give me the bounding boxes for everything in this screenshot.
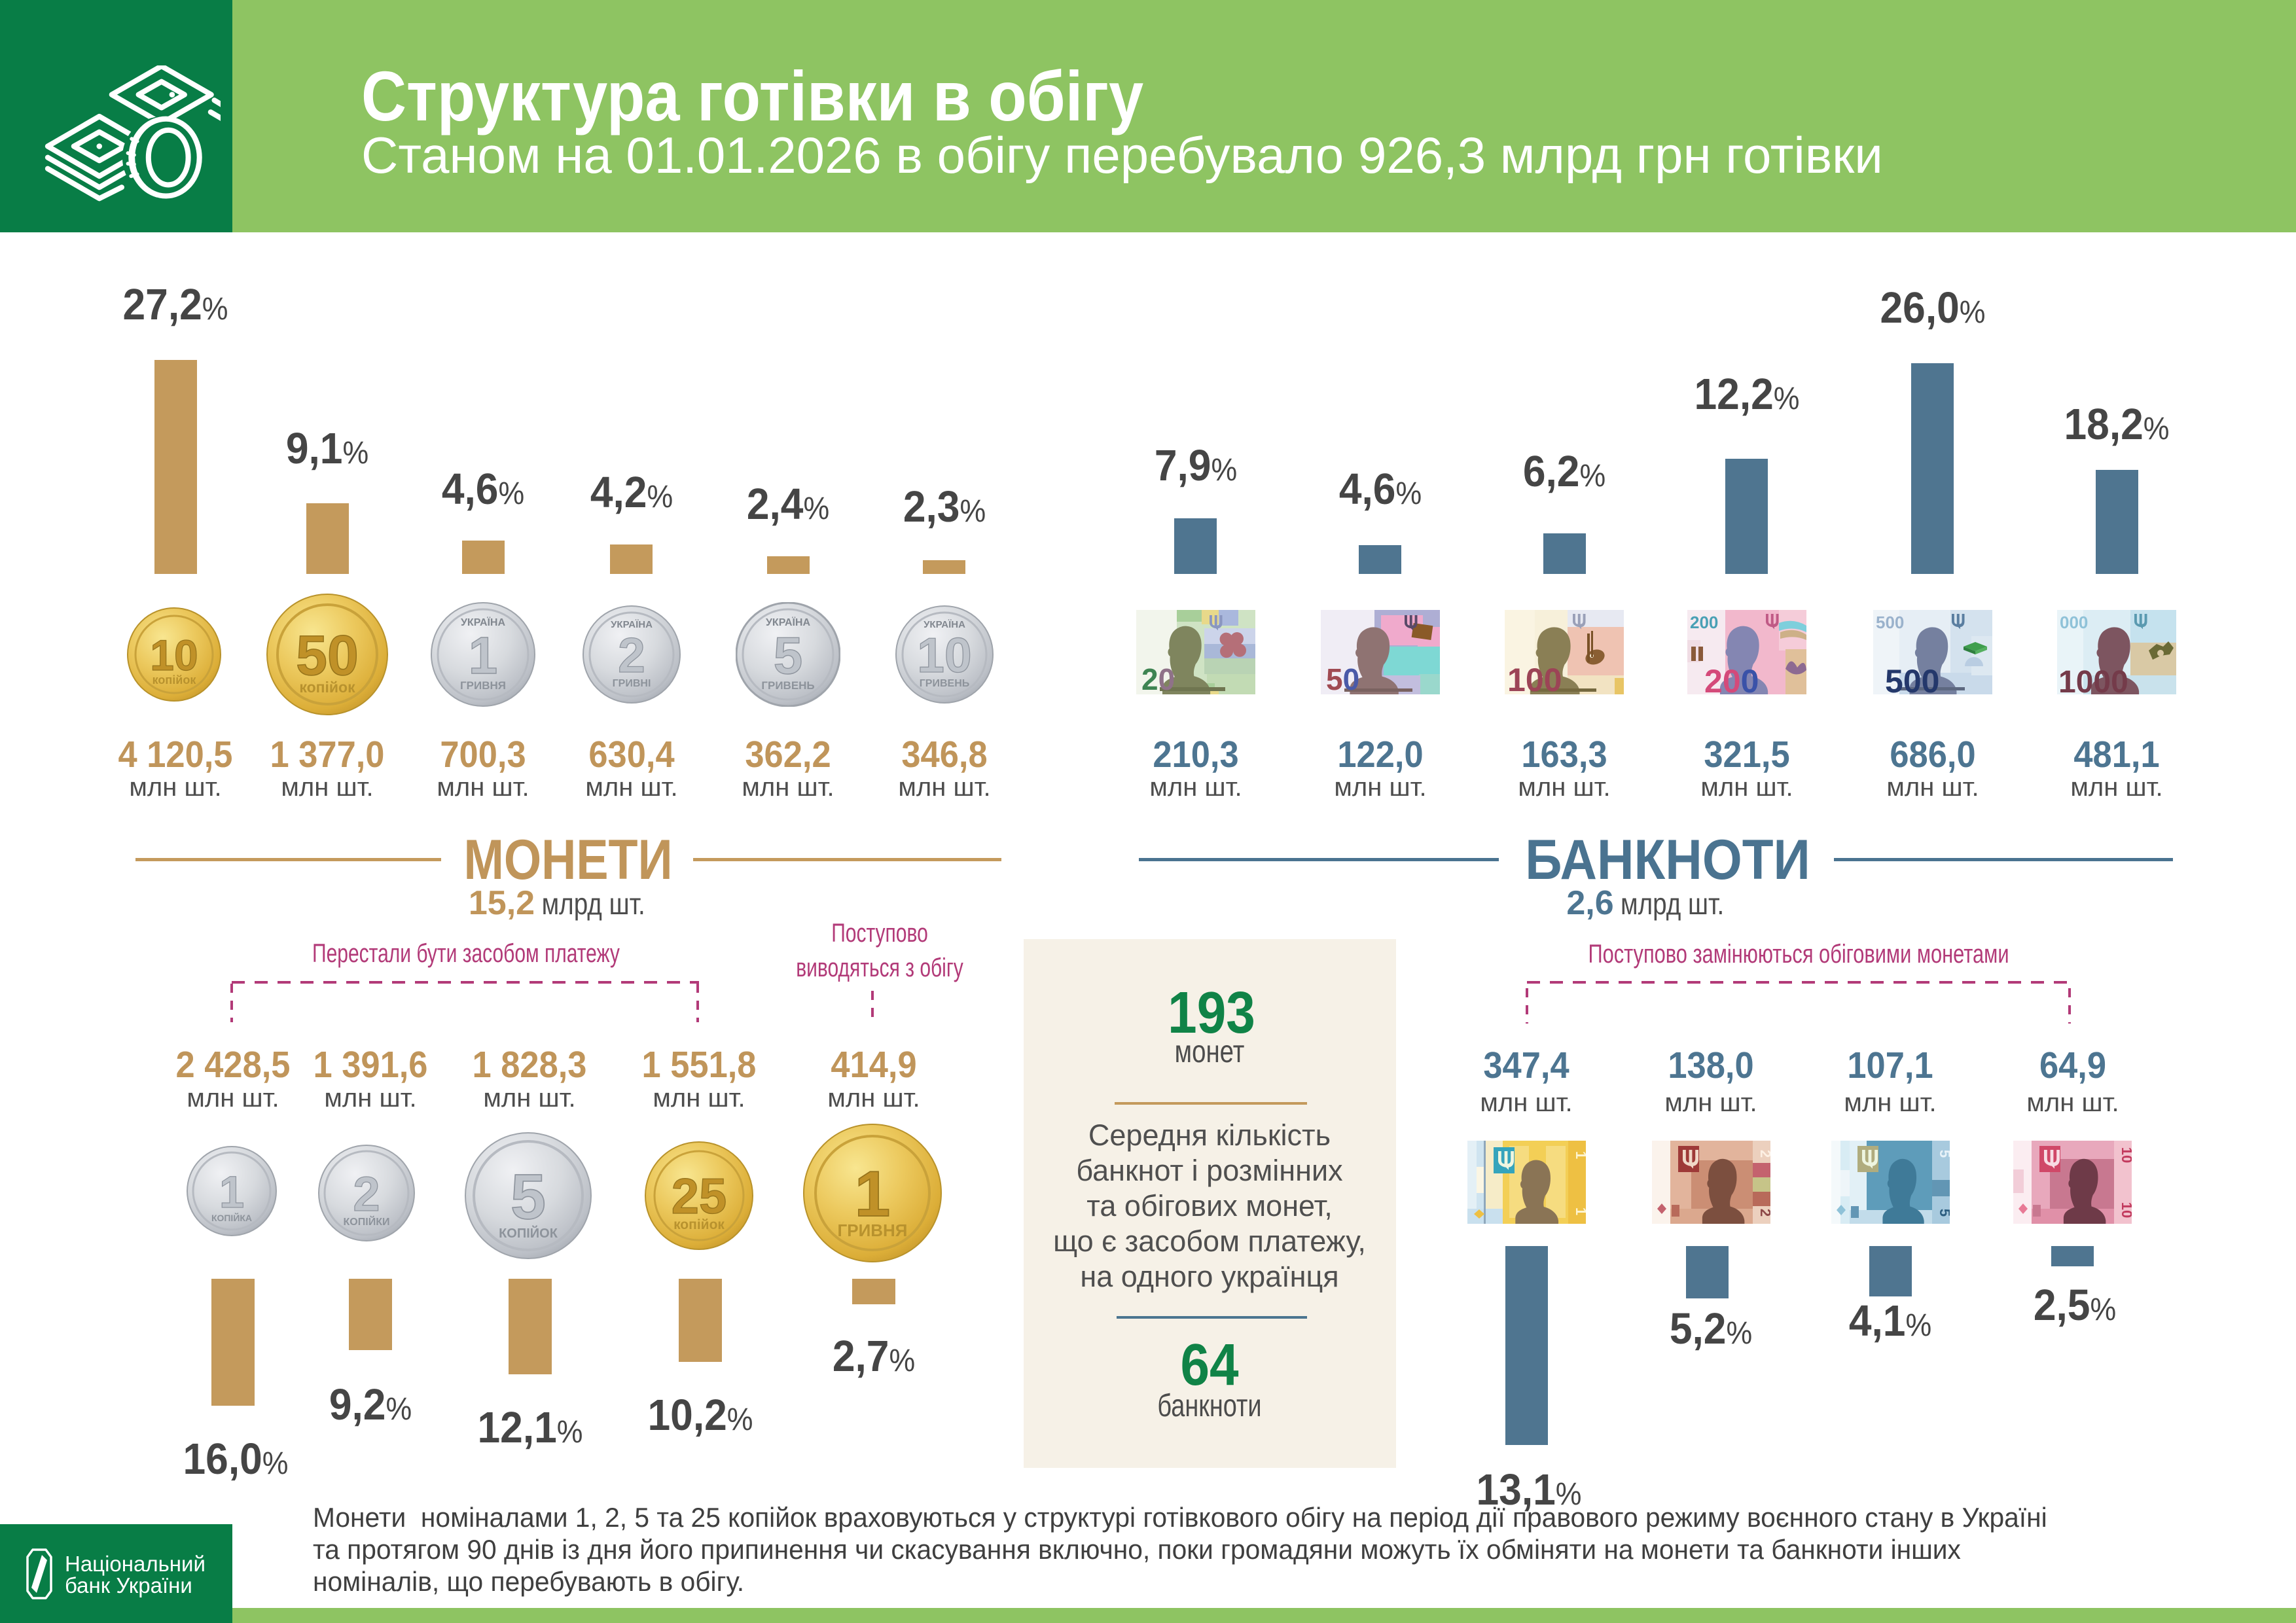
svg-text:ГРИВНЯ: ГРИВНЯ xyxy=(460,679,506,692)
svg-text:25: 25 xyxy=(672,1169,727,1224)
svg-text:1: 1 xyxy=(219,1167,244,1217)
svg-text:ГРИВНІ: ГРИВНІ xyxy=(613,678,651,689)
svg-text:10: 10 xyxy=(917,628,971,683)
svg-text:50: 50 xyxy=(1326,662,1359,694)
svg-text:2: 2 xyxy=(353,1167,380,1221)
svg-text:копійок: копійок xyxy=(673,1217,725,1232)
svg-text:10: 10 xyxy=(150,631,198,679)
svg-text:УКРАЇНА: УКРАЇНА xyxy=(766,616,811,628)
svg-text:копійок: копійок xyxy=(152,673,197,687)
svg-text:200: 200 xyxy=(1704,663,1759,694)
svg-text:500: 500 xyxy=(1876,613,1904,632)
svg-text:КОПІЙКА: КОПІЙКА xyxy=(211,1212,252,1223)
svg-text:1: 1 xyxy=(469,626,498,685)
svg-text:5: 5 xyxy=(1937,1150,1950,1158)
svg-text:500: 500 xyxy=(1885,663,1939,694)
svg-text:ГРИВНЯ: ГРИВНЯ xyxy=(837,1221,907,1240)
svg-text:10: 10 xyxy=(2119,1202,2132,1218)
svg-text:50: 50 xyxy=(296,624,359,687)
svg-text:2: 2 xyxy=(1757,1209,1770,1217)
svg-text:000: 000 xyxy=(2060,613,2088,632)
svg-text:1: 1 xyxy=(1573,1151,1586,1159)
svg-text:100: 100 xyxy=(1507,662,1562,694)
svg-text:5: 5 xyxy=(774,626,803,685)
svg-text:КОПІЙОК: КОПІЙОК xyxy=(499,1225,558,1241)
svg-text:копійок: копійок xyxy=(299,679,355,696)
svg-text:УКРАЇНА: УКРАЇНА xyxy=(924,619,965,630)
svg-text:1000: 1000 xyxy=(2058,665,2128,694)
svg-text:1: 1 xyxy=(855,1158,891,1230)
svg-text:5: 5 xyxy=(511,1161,546,1232)
svg-text:ГРИВЕНЬ: ГРИВЕНЬ xyxy=(761,679,814,692)
svg-text:20: 20 xyxy=(1141,662,1175,694)
svg-text:УКРАЇНА: УКРАЇНА xyxy=(611,619,653,630)
svg-text:2: 2 xyxy=(1757,1150,1770,1158)
svg-text:ГРИВЕНЬ: ГРИВЕНЬ xyxy=(920,678,970,689)
svg-text:УКРАЇНА: УКРАЇНА xyxy=(461,616,506,628)
svg-text:5: 5 xyxy=(1937,1209,1950,1217)
svg-text:КОПІЙКИ: КОПІЙКИ xyxy=(344,1215,390,1228)
svg-text:200: 200 xyxy=(1690,613,1718,632)
svg-text:10: 10 xyxy=(2119,1147,2132,1163)
svg-text:1: 1 xyxy=(1573,1207,1586,1215)
svg-text:2: 2 xyxy=(618,628,645,683)
